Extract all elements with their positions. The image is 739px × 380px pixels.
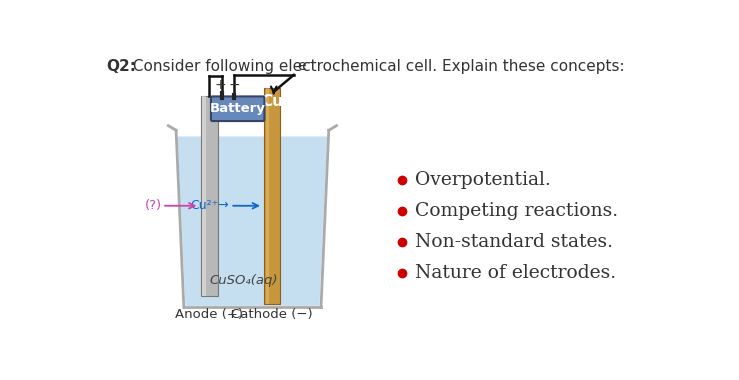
Text: Non-standard states.: Non-standard states. — [415, 233, 613, 251]
Text: Overpotential.: Overpotential. — [415, 171, 551, 189]
Text: Competing reactions.: Competing reactions. — [415, 202, 618, 220]
Polygon shape — [177, 136, 327, 306]
Polygon shape — [266, 88, 269, 304]
FancyBboxPatch shape — [211, 97, 265, 121]
Text: (?): (?) — [145, 199, 162, 212]
Text: Cathode (−): Cathode (−) — [231, 308, 313, 321]
Text: Battery: Battery — [210, 102, 265, 115]
Text: +: + — [214, 78, 226, 92]
Polygon shape — [201, 96, 218, 296]
Text: Cu: Cu — [261, 94, 283, 109]
Text: Cu²⁺→: Cu²⁺→ — [190, 199, 229, 212]
Text: e⁻: e⁻ — [298, 59, 313, 73]
Text: −: − — [228, 78, 240, 92]
Text: CuSO₄(aq): CuSO₄(aq) — [209, 274, 278, 287]
Text: Consider following electrochemical cell. Explain these concepts:: Consider following electrochemical cell.… — [128, 59, 624, 74]
Polygon shape — [202, 96, 206, 296]
Polygon shape — [265, 88, 280, 304]
Text: Nature of electrodes.: Nature of electrodes. — [415, 264, 616, 282]
Text: Anode (+): Anode (+) — [175, 308, 243, 321]
Text: Q2:: Q2: — [106, 59, 136, 74]
